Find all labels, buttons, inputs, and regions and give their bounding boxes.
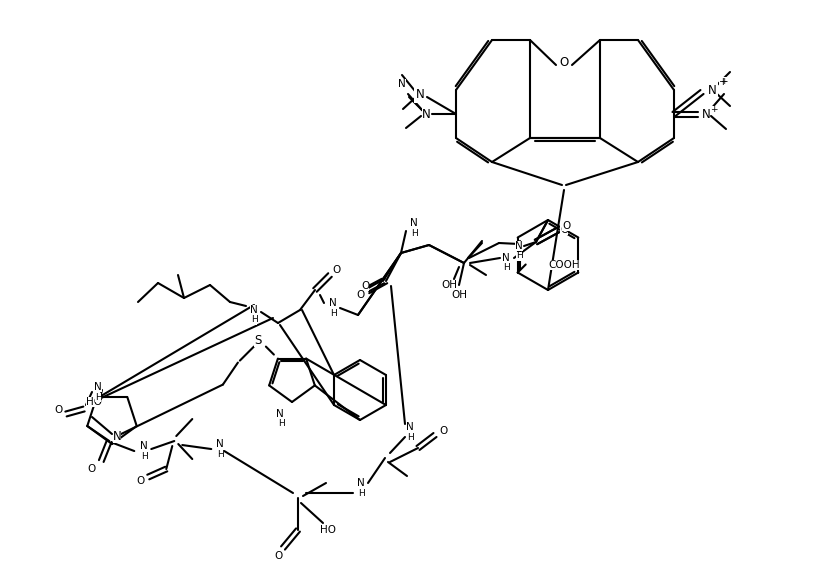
Text: O: O — [136, 476, 145, 486]
Text: S: S — [254, 334, 262, 347]
Text: O: O — [562, 221, 570, 231]
Text: N: N — [141, 441, 148, 451]
Text: H: H — [329, 308, 337, 318]
Text: H: H — [217, 449, 224, 458]
Text: N: N — [515, 241, 523, 251]
Text: N: N — [357, 478, 365, 488]
Text: N: N — [94, 382, 102, 392]
Text: H: H — [515, 251, 523, 261]
Text: N: N — [702, 107, 711, 121]
Text: O: O — [356, 290, 364, 300]
Text: N: N — [406, 422, 414, 432]
Text: HO: HO — [86, 397, 102, 407]
Text: H: H — [411, 229, 417, 237]
Text: +: + — [719, 77, 728, 87]
Text: N: N — [422, 107, 430, 121]
Text: N: N — [410, 218, 418, 228]
Text: O: O — [332, 265, 340, 275]
Text: N: N — [707, 83, 716, 97]
Text: OH: OH — [451, 290, 467, 300]
Text: O: O — [439, 426, 447, 436]
Text: N: N — [216, 439, 224, 449]
Text: N: N — [415, 88, 424, 101]
Text: O: O — [559, 56, 568, 70]
Text: H: H — [277, 420, 285, 428]
Text: N: N — [502, 253, 510, 263]
Text: H: H — [358, 489, 364, 498]
Text: N: N — [113, 430, 121, 442]
Text: N: N — [398, 79, 406, 89]
Text: H: H — [250, 315, 258, 325]
Text: N: N — [250, 305, 258, 315]
Text: +: + — [720, 77, 728, 87]
Text: OH: OH — [441, 280, 457, 290]
Text: O: O — [87, 464, 95, 474]
Text: O: O — [274, 551, 282, 561]
Text: N: N — [422, 107, 430, 121]
Text: N: N — [707, 83, 716, 97]
Text: O: O — [560, 225, 568, 235]
Text: O: O — [361, 281, 369, 291]
Text: H: H — [94, 393, 102, 401]
Text: N: N — [276, 409, 284, 419]
Text: H: H — [141, 452, 148, 461]
Text: H: H — [502, 264, 510, 272]
Text: COOH: COOH — [549, 260, 580, 270]
Text: +: + — [711, 105, 718, 114]
Text: N: N — [415, 88, 424, 101]
Text: N: N — [329, 298, 337, 308]
Text: HO: HO — [320, 525, 336, 535]
Text: H: H — [406, 432, 413, 441]
Text: O: O — [54, 405, 62, 415]
